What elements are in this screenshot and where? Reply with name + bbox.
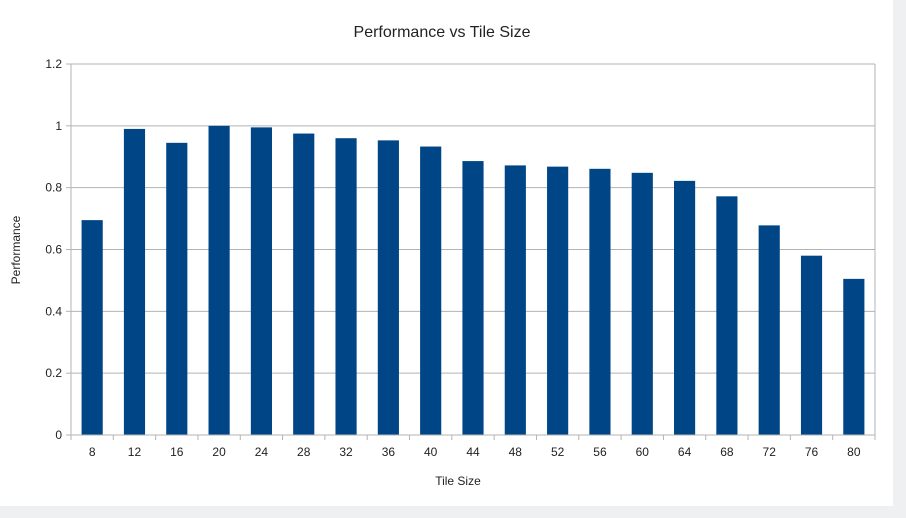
bar-16 xyxy=(166,142,188,435)
chart-title: Performance vs Tile Size xyxy=(354,24,531,41)
bars xyxy=(81,125,865,436)
bar-28 xyxy=(293,133,315,435)
bar-44 xyxy=(462,161,484,435)
x-tick-label: 40 xyxy=(424,445,438,459)
bar-8 xyxy=(81,220,103,435)
axes xyxy=(66,63,876,440)
bar-64 xyxy=(674,180,696,435)
x-tick-label: 24 xyxy=(255,445,269,459)
x-tick-label: 32 xyxy=(339,445,353,459)
x-tick-label: 28 xyxy=(297,445,311,459)
bar-20 xyxy=(208,125,230,435)
x-tick-label: 52 xyxy=(551,445,565,459)
bar-48 xyxy=(504,165,526,435)
x-tick-label: 64 xyxy=(678,445,692,459)
x-tick-label: 68 xyxy=(720,445,734,459)
x-axis-title: Tile Size xyxy=(435,474,481,488)
bar-60 xyxy=(631,172,653,435)
bar-72 xyxy=(758,225,780,435)
y-tick-label: 0.2 xyxy=(45,366,62,380)
y-tick-label: 0.4 xyxy=(45,304,62,318)
bar-52 xyxy=(547,166,569,436)
y-axis-title: Performance xyxy=(9,215,23,284)
bar-68 xyxy=(716,196,738,435)
bar-40 xyxy=(420,146,442,436)
x-tick-label: 80 xyxy=(847,445,861,459)
bar-36 xyxy=(377,140,399,435)
y-tick-label: 0 xyxy=(55,428,62,442)
bar-12 xyxy=(123,128,146,436)
x-tick-label: 12 xyxy=(128,445,142,459)
x-tick-label: 60 xyxy=(636,445,650,459)
bar-32 xyxy=(335,138,357,435)
x-tick-label: 8 xyxy=(89,445,96,459)
x-tick-label: 76 xyxy=(805,445,819,459)
y-tick-label: 1.2 xyxy=(45,57,62,71)
bar-24 xyxy=(250,127,272,436)
x-tick-label: 20 xyxy=(212,445,226,459)
chart-panel: Performance vs Tile Size Performance Til… xyxy=(0,0,893,506)
tick-labels: 0 0.2 0.4 0.6 0.8 1 1.2 8 12 16 20 24 28 32 36 40 44 48 52… xyxy=(45,57,861,459)
bar-80 xyxy=(843,278,865,435)
y-tick-label: 0.6 xyxy=(45,243,62,257)
x-tick-label: 72 xyxy=(763,445,777,459)
bar-76 xyxy=(800,255,823,435)
x-tick-label: 48 xyxy=(509,445,523,459)
y-tick-label: 0.8 xyxy=(45,181,62,195)
x-tick-label: 56 xyxy=(593,445,607,459)
performance-bar-chart: Performance vs Tile Size Performance Til… xyxy=(9,24,876,488)
bar-56 xyxy=(589,168,611,435)
x-tick-label: 44 xyxy=(466,445,480,459)
x-tick-label: 16 xyxy=(170,445,184,459)
y-tick-label: 1 xyxy=(55,119,62,133)
x-tick-label: 36 xyxy=(382,445,396,459)
